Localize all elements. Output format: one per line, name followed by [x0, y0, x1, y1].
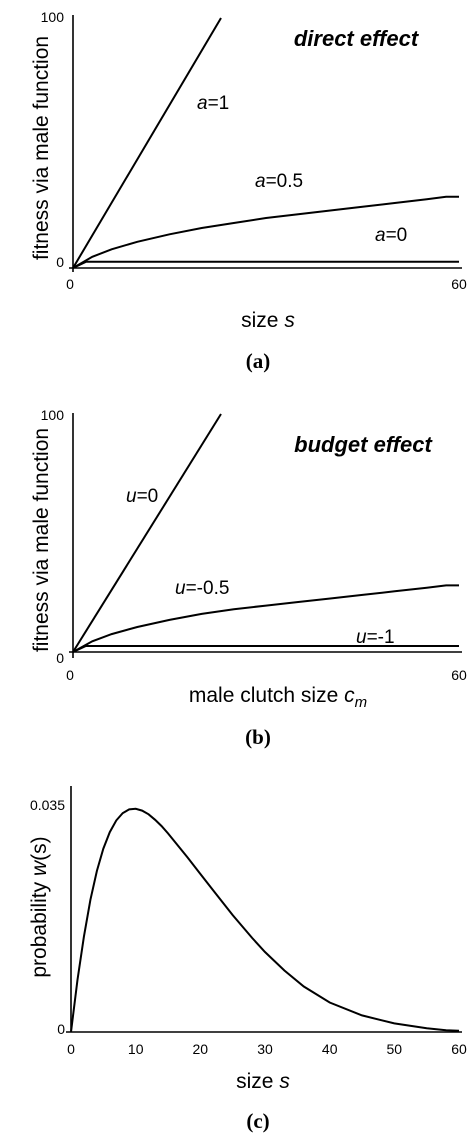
panel-a-series: [72, 17, 459, 269]
panel-b-series-uneg05-line: [72, 584, 459, 653]
panel-c-series: [70, 807, 460, 1033]
panel-b-xlabel-var: c: [344, 684, 355, 707]
panel-b-series-u0-line: [72, 413, 222, 653]
panel-a-series-a0-line: [72, 260, 459, 269]
panel-b-label-u1: u=-1: [356, 627, 395, 648]
panel-c-ytick-0035: 0.035: [30, 797, 65, 813]
panel-c-xticks: 0 10 20 30 40 50 60: [67, 1041, 467, 1057]
panel-b-caption: (b): [245, 725, 271, 749]
panel-c-ylabel-var: w: [28, 859, 51, 876]
panel-a-series-a1-line: [72, 17, 222, 269]
panel-b-ytick-100: 100: [41, 407, 65, 423]
panel-a-label-a0: a=0: [375, 225, 407, 246]
panel-c-xtick-30: 30: [257, 1041, 273, 1057]
panel-b-label-u0: u=0: [126, 486, 158, 507]
panel-a-caption: (a): [246, 349, 271, 373]
panel-b-xtick-60: 60: [451, 667, 467, 683]
panel-b-xlabel: male clutch size cm: [189, 684, 367, 711]
panel-a-xtick-60: 60: [451, 276, 467, 292]
panel-a-ylabel: fitness via male function: [30, 36, 53, 260]
panel-c-ytick-0: 0: [57, 1021, 65, 1037]
panel-c-xtick-40: 40: [322, 1041, 338, 1057]
panel-c-caption: (c): [246, 1109, 269, 1133]
panel-b-title: budget effect: [294, 432, 433, 457]
panel-a-label-a05: a=0.5: [255, 171, 303, 192]
panel-c-xlabel: size s: [236, 1070, 290, 1093]
panel-b-xlabel-sub: m: [355, 694, 368, 711]
panel-b-series-uneg1-line: [72, 645, 459, 653]
panel-c-xlabel-text: size: [236, 1070, 273, 1093]
panel-c-ylabel-text: probability: [28, 881, 51, 977]
panel-b-xtick-0: 0: [66, 667, 74, 683]
panel-a-title: direct effect: [294, 26, 420, 51]
panel-c-xlabel-var: s: [279, 1070, 290, 1093]
panel-c-ylabel: probability w(s): [28, 836, 51, 977]
panel-a-ytick-100: 100: [41, 9, 65, 25]
panel-b-label-u05: u=-0.5: [175, 578, 229, 599]
panel-b-ytick-0: 0: [56, 650, 64, 666]
panel-a-label-a1: a=1: [197, 93, 229, 114]
panel-c-xtick-20: 20: [193, 1041, 209, 1057]
panel-a-xtick-0: 0: [66, 276, 74, 292]
panel-c-ylabel-arg: (s): [28, 836, 51, 861]
panel-a-xlabel: size s: [241, 309, 295, 332]
panel-c-series-w-line: [70, 807, 460, 1033]
panel-c-xtick-0: 0: [67, 1041, 75, 1057]
panel-a-ytick-0: 0: [56, 254, 64, 270]
panel-b: 100 0 0 60 fitness via male function mal…: [30, 407, 467, 749]
panel-c-xtick-10: 10: [128, 1041, 144, 1057]
panel-c-xtick-60: 60: [451, 1041, 467, 1057]
panel-b-xlabel-text: male clutch size: [189, 684, 338, 707]
panel-a-series-a05-line: [72, 195, 459, 269]
panel-a-xlabel-var: s: [284, 309, 295, 332]
panel-c: 0.035 0 0 10 20 30 40 50 60 probability w(s) s…: [28, 786, 467, 1133]
panel-a-xlabel-text: size: [241, 309, 278, 332]
panel-a: 100 0 0 60 fitness via male function siz…: [30, 9, 467, 373]
panel-b-series: [72, 413, 459, 653]
panel-c-xtick-50: 50: [387, 1041, 403, 1057]
panel-b-ylabel: fitness via male function: [30, 428, 53, 652]
